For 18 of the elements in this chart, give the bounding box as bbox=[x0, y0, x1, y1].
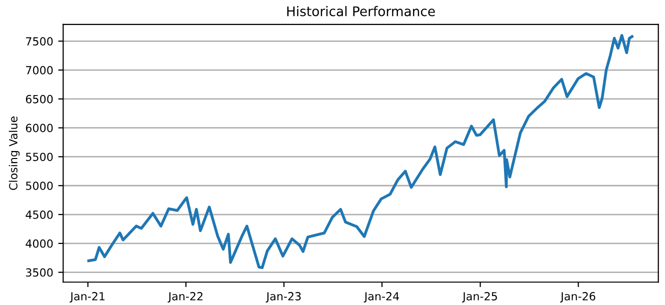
chart-title: Historical Performance bbox=[287, 6, 435, 16]
y-axis-title: Closing Value bbox=[8, 116, 20, 190]
y-tick-label: 7500 bbox=[26, 37, 53, 46]
y-tick-label: 6000 bbox=[26, 124, 53, 132]
y-tick-label: 4000 bbox=[26, 239, 53, 248]
y-tick-label: 5000 bbox=[26, 182, 53, 190]
y-tick-label: 5500 bbox=[26, 152, 53, 162]
x-tick-label: Jan-26 bbox=[560, 292, 596, 303]
x-tick-label: Jan-22 bbox=[168, 292, 202, 303]
x-tick-label: Jan-23 bbox=[266, 292, 301, 303]
x-tick-label: Jan-24 bbox=[364, 292, 399, 303]
y-tick-label: 4500 bbox=[26, 210, 53, 219]
line-series bbox=[87, 34, 634, 270]
x-tick-label: Jan-21 bbox=[70, 292, 104, 303]
y-tick-label: 7000 bbox=[26, 66, 53, 74]
y-tick-label: 6500 bbox=[26, 94, 53, 104]
x-tick-label: Jan-25 bbox=[462, 292, 497, 303]
y-tick-label: 3500 bbox=[26, 268, 53, 277]
